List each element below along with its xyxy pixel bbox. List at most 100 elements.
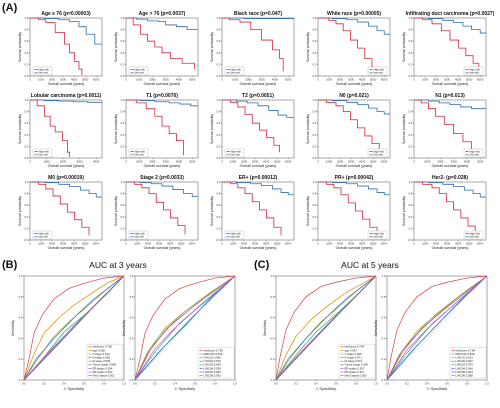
km-ytick-label: 0.0 (313, 74, 317, 78)
roc-xtick-label: 0.2 (42, 382, 46, 386)
km-axes-box (413, 17, 487, 77)
km-legend-high: high risk (470, 68, 481, 72)
roc-curve (386, 275, 488, 381)
roc-curve (386, 275, 488, 381)
km-legend-box (224, 66, 245, 76)
km-ytick-label: 0.6 (25, 121, 29, 125)
km-xtick-label: 4000 (359, 241, 366, 245)
km-xtick-label: 4000 (71, 77, 78, 81)
roc-ytick-label: 1.0 (19, 274, 23, 278)
km-curve-high-risk (222, 181, 282, 236)
roc-legend-entry: LINC01 0.613 (456, 356, 474, 360)
km-xtick-label: 5000 (189, 77, 196, 81)
km-panel: T2 (p=0.0051) 0.0 0.2 0.4 0.6 0.8 1.0 0 1000 2000… (210, 93, 295, 168)
roc-xtick-label: 1.0 (233, 382, 237, 386)
km-curve-low-risk (30, 181, 102, 198)
km-xtick-label: 6000 (477, 241, 484, 245)
km-xtick-label: 4000 (464, 159, 471, 163)
km-ytick-label: 0.4 (217, 215, 221, 219)
km-ytick-label: 0.6 (217, 121, 221, 125)
km-legend-low: low risk (39, 235, 49, 239)
roc-xlabel: 1−Specificity (316, 387, 336, 391)
km-legend-low: low risk (470, 71, 480, 75)
roc-title: AUC at 5 years (341, 260, 399, 270)
km-xlabel: Overall survival (years) (144, 246, 181, 250)
km-xtick-label: 1000 (232, 77, 239, 81)
roc-ylabel: Sensitivity (374, 320, 378, 336)
roc-xtick-label: 0.6 (193, 382, 197, 386)
km-curve-low-risk (126, 99, 198, 107)
km-xtick-label: 2000 (241, 241, 248, 245)
km-legend-box (463, 66, 484, 76)
roc-curve (134, 275, 236, 381)
roc-xtick-label: 0.0 (274, 382, 278, 386)
km-xlabel: Overall survival (years) (432, 164, 469, 168)
roc-legend-entry: N stage 0.571 (345, 356, 363, 360)
km-ylabel: Survival probability (210, 32, 214, 62)
km-title: N0 (p=0.021) (339, 93, 369, 99)
km-xtick-label: 3000 (60, 241, 67, 245)
km-panel: Age > 76 (p=0.0037) 0.0 0.2 0.4 0.6 0.8 1.0 0 10… (114, 11, 199, 86)
roc-legend-entry: LINC06 0.588 (456, 374, 474, 378)
km-xtick-label: 6000 (285, 159, 292, 163)
km-ytick-label: 0.0 (217, 238, 221, 242)
km-ytick-label: 0.6 (121, 203, 125, 207)
km-ytick-label: 0.0 (25, 156, 29, 160)
roc-curve (134, 275, 236, 381)
km-ytick-label: 1.0 (313, 180, 317, 184)
km-xtick-label: 0 (125, 77, 127, 81)
roc-title: AUC at 3 years (89, 260, 147, 270)
km-xtick-label: 0 (413, 241, 415, 245)
km-ytick-label: 0.8 (313, 192, 317, 196)
km-xtick-label: 2000 (241, 159, 248, 163)
km-axes-box (221, 17, 295, 77)
roc-legend-entry: LINC04 0.546 (456, 366, 474, 370)
km-xlabel: Overall survival (years) (48, 246, 85, 250)
km-panel: N1 (p=0.013) 0.0 0.2 0.4 0.6 0.8 1.0 0 1000 2000 3… (402, 93, 487, 168)
roc-ytick-label: 0.0 (382, 378, 386, 382)
roc-legend-entry: riskScore 0.783 (93, 345, 113, 349)
km-panel: M0 (p=0.00019) 0.0 0.2 0.4 0.6 0.8 1.0 0 1000 200… (18, 175, 103, 250)
km-xtick-label: 1000 (230, 241, 237, 245)
km-ytick-label: 0.8 (217, 110, 221, 114)
km-ytick-label: 0.6 (313, 203, 317, 207)
roc-xtick-label: 1.0 (485, 382, 489, 386)
km-xlabel: Overall survival (years) (240, 246, 277, 250)
km-ytick-label: 0.2 (313, 62, 317, 66)
km-ytick-label: 0.6 (217, 203, 221, 207)
km-curve-low-risk (414, 99, 486, 110)
roc-legend-entry: LINC03 0.569 (204, 363, 222, 367)
km-legend-high: high risk (374, 68, 385, 72)
km-ytick-label: 0.4 (121, 133, 125, 137)
km-ytick-label: 0.4 (409, 51, 413, 55)
roc-xtick-label: 1.0 (374, 382, 378, 386)
km-ytick-label: 0.8 (313, 110, 317, 114)
km-ytick-label: 0.0 (313, 238, 317, 242)
km-legend-low: low risk (374, 153, 384, 157)
km-ytick-label: 0.6 (217, 39, 221, 43)
km-legend-high: high risk (39, 232, 50, 236)
km-xtick-label: 2000 (49, 241, 56, 245)
km-ytick-label: 0.2 (409, 62, 413, 66)
km-axes-box (29, 99, 103, 159)
km-panel: Age ≤ 76 (p=0.00003) 0.0 0.2 0.4 0.6 0.8 1.0 0 1… (18, 11, 103, 86)
km-curve-high-risk (126, 99, 184, 156)
km-xtick-label: 1000 (422, 241, 429, 245)
roc-ytick-label: 0.8 (271, 295, 275, 299)
km-xlabel: Overall survival (years) (432, 246, 469, 250)
km-xtick-label: 3000 (451, 159, 458, 163)
roc-curve (23, 275, 125, 381)
km-xtick-label: 3000 (252, 241, 259, 245)
roc-xtick-label: 0.6 (445, 382, 449, 386)
km-curve-low-risk (126, 17, 198, 30)
km-panel: Her2- (p=0.028) 0.0 0.2 0.4 0.6 0.8 1.0 0 1000 20… (402, 175, 487, 250)
km-legend-low: low risk (39, 71, 49, 75)
km-ytick-label: 0.8 (121, 192, 125, 196)
km-xtick-label: 5000 (466, 241, 473, 245)
roc-legend-entry: PR status 0.513 (93, 370, 113, 374)
km-xtick-label: 0 (317, 241, 319, 245)
km-panel: ER+ (p=0.00012) 0.0 0.2 0.4 0.6 0.8 1.0 0 1000 20… (210, 175, 295, 250)
km-xtick-label: 2000 (337, 77, 344, 81)
km-ytick-label: 0.4 (121, 215, 125, 219)
km-ytick-label: 0.6 (313, 121, 317, 125)
